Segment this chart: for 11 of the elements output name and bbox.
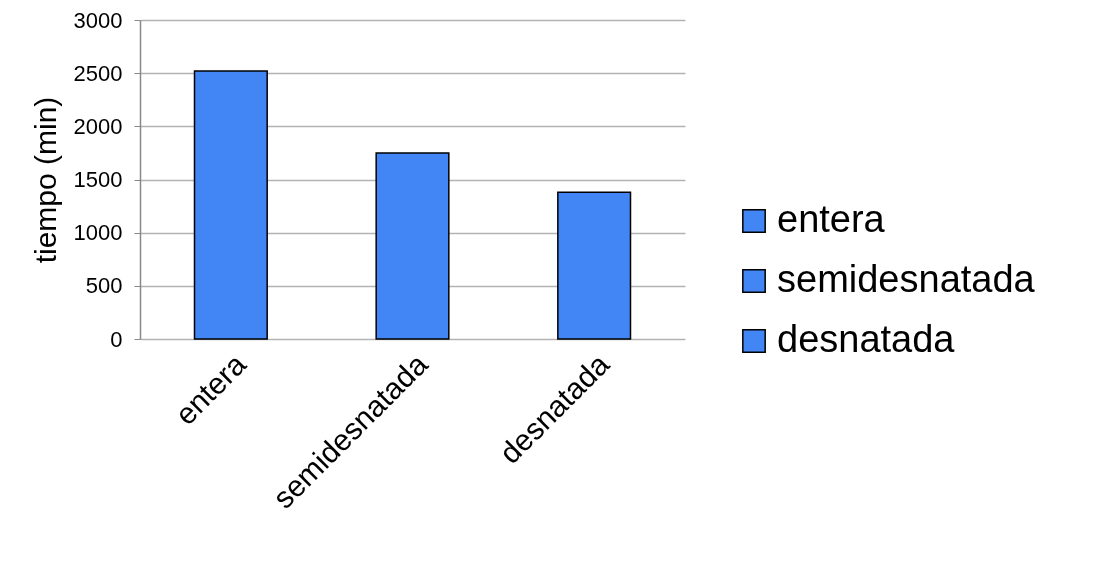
y-tick-label: 1000 [73, 220, 123, 246]
y-tick-label: 2500 [73, 60, 123, 86]
y-tick-label: 0 [110, 326, 123, 352]
y-tick-label: 500 [85, 273, 123, 299]
y-axis-title: tiempo (min) [28, 96, 62, 264]
y-tick-label: 1500 [73, 167, 123, 192]
legend-label: entera [777, 198, 886, 240]
legend-label: semidesnatada [777, 258, 1036, 300]
y-tick-label: 2000 [73, 113, 123, 139]
legend-label: desnatada [777, 318, 956, 360]
y-tick-label: 3000 [73, 7, 123, 33]
